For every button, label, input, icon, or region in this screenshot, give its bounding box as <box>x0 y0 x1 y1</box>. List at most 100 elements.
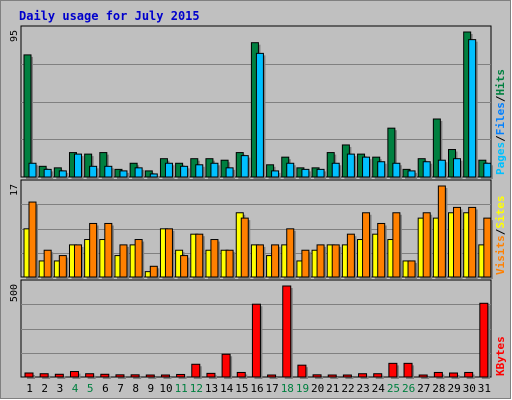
files-bar-9 <box>149 173 160 179</box>
files-bar-20 <box>316 168 327 179</box>
visits-bar-5-fill <box>89 222 98 278</box>
hits-bar-1-fill <box>23 54 32 178</box>
visits-bar-28-fill <box>437 185 446 278</box>
files-bar-11-fill <box>180 165 189 178</box>
visits-bar-3-fill <box>58 255 67 278</box>
kbytes-bar-18 <box>282 285 293 379</box>
visits-bar-4-fill <box>73 244 82 278</box>
files-bar-15 <box>240 155 251 179</box>
y-max-label-hits: 95 <box>9 30 20 42</box>
visits-bar-11 <box>180 255 190 279</box>
files-bar-24-fill <box>377 161 386 178</box>
visits-bar-13 <box>210 239 220 279</box>
visits-bar-15 <box>240 217 251 279</box>
files-bar-26 <box>407 170 418 179</box>
visits-bar-31-fill <box>483 217 492 278</box>
files-bar-25 <box>392 162 402 179</box>
kbytes-bar-11 <box>176 373 187 379</box>
files-bar-29 <box>453 158 463 179</box>
kbytes-bar-11-shadow <box>178 376 187 379</box>
kbytes-bar-31 <box>479 302 490 379</box>
visits-bar-1-fill <box>28 201 37 278</box>
visits-bar-21 <box>331 244 342 279</box>
files-bar-9-fill <box>149 173 158 178</box>
svg-text:Pages/Files/Hits: Pages/Files/Hits <box>494 69 507 175</box>
files-bar-4 <box>73 153 84 179</box>
files-bar-4-fill <box>73 153 82 178</box>
kbytes-bar-7-fill <box>115 374 125 378</box>
hits-bar-25-fill <box>387 127 396 178</box>
files-bar-8-fill <box>134 167 143 178</box>
kbytes-bar-27-shadow <box>421 377 430 379</box>
visits-bar-16 <box>255 244 266 279</box>
visits-bar-19 <box>301 249 311 279</box>
files-bar-12-fill <box>195 164 204 178</box>
files-bar-27 <box>422 161 433 179</box>
visits-bar-18 <box>286 228 296 279</box>
files-bar-24 <box>377 161 387 179</box>
files-bar-25-fill <box>392 162 401 178</box>
x-label-8: 8 <box>132 382 139 395</box>
files-bar-22 <box>346 153 357 179</box>
visits-bar-20 <box>316 244 327 279</box>
x-label-17: 17 <box>266 382 279 395</box>
files-bar-1-fill <box>28 162 37 178</box>
kbytes-bar-17-shadow <box>269 377 278 379</box>
visits-bar-4 <box>73 244 84 279</box>
kbytes-bar-1 <box>24 372 35 379</box>
kbytes-bar-8-fill <box>130 374 140 378</box>
kbytes-bar-7-shadow <box>117 376 126 379</box>
visits-bar-26-fill <box>407 260 416 278</box>
kbytes-bar-29 <box>449 372 460 379</box>
x-label-1: 1 <box>26 382 33 395</box>
x-label-9: 9 <box>148 382 155 395</box>
visits-bar-7 <box>119 244 129 279</box>
x-label-19: 19 <box>296 382 309 395</box>
kbytes-bar-14 <box>221 353 233 379</box>
files-bar-30-fill <box>468 39 477 178</box>
visits-bar-29 <box>453 206 463 279</box>
x-label-25: 25 <box>387 382 400 395</box>
kbytes-bar-2-fill <box>39 373 49 378</box>
files-bar-12 <box>195 164 205 179</box>
kbytes-bar-5-fill <box>85 373 95 378</box>
kbytes-bar-9 <box>145 374 157 379</box>
x-label-29: 29 <box>447 382 460 395</box>
visits-bar-25-fill <box>392 212 401 278</box>
kbytes-bar-10-shadow <box>163 377 172 379</box>
visits-bar-16-fill <box>255 244 264 278</box>
files-bar-7 <box>119 170 129 179</box>
visits-bar-1 <box>28 201 38 279</box>
files-bar-31-fill <box>483 162 492 178</box>
hits-bar-28 <box>432 118 443 179</box>
x-label-3: 3 <box>57 382 64 395</box>
kbytes-bar-26-fill <box>403 362 413 378</box>
kbytes-bar-27-fill <box>418 374 428 378</box>
visits-bar-24-fill <box>377 222 386 278</box>
kbytes-bar-10-fill <box>160 374 170 378</box>
files-bar-7-fill <box>119 170 128 178</box>
files-bar-6-fill <box>104 165 113 178</box>
kbytes-bar-20-shadow <box>315 376 324 379</box>
files-bar-6 <box>104 165 114 179</box>
hits-bar-28-fill <box>432 118 441 178</box>
files-bar-3-fill <box>58 170 67 178</box>
visits-bar-6 <box>104 222 114 279</box>
kbytes-bar-3-shadow <box>57 376 66 379</box>
visits-bar-29-fill <box>453 206 462 278</box>
files-bar-3 <box>58 170 69 179</box>
x-label-11: 11 <box>175 382 188 395</box>
visits-bar-3 <box>58 255 69 279</box>
x-label-4: 4 <box>72 382 79 395</box>
visits-bar-19-fill <box>301 249 310 278</box>
files-bar-17 <box>271 170 281 179</box>
hits-bar-5-fill <box>84 153 93 178</box>
visits-bar-22-fill <box>346 233 355 278</box>
visits-bar-17-fill <box>271 244 280 278</box>
x-label-2: 2 <box>41 382 48 395</box>
visits-bar-9 <box>149 265 160 279</box>
kbytes-bar-8 <box>130 374 142 379</box>
kbytes-bar-29-fill <box>449 372 459 378</box>
kbytes-bar-9-shadow <box>148 377 157 379</box>
